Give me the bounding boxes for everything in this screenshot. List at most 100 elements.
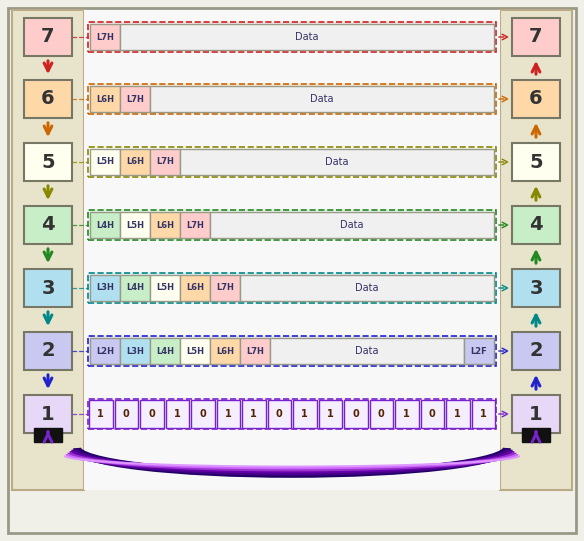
FancyBboxPatch shape (512, 395, 560, 433)
FancyBboxPatch shape (512, 143, 560, 181)
FancyBboxPatch shape (512, 80, 560, 118)
FancyBboxPatch shape (240, 338, 270, 364)
Text: L6H: L6H (96, 95, 114, 103)
Text: 1: 1 (225, 409, 232, 419)
Text: L6H: L6H (216, 346, 234, 355)
FancyBboxPatch shape (24, 395, 72, 433)
Text: 5: 5 (529, 153, 543, 171)
Text: 2: 2 (529, 341, 543, 360)
FancyBboxPatch shape (120, 212, 150, 238)
Text: L7H: L7H (96, 32, 114, 42)
FancyBboxPatch shape (120, 149, 150, 175)
FancyBboxPatch shape (150, 338, 180, 364)
FancyBboxPatch shape (24, 80, 72, 118)
FancyBboxPatch shape (210, 275, 240, 301)
Text: Data: Data (340, 220, 364, 230)
FancyBboxPatch shape (90, 338, 120, 364)
Text: 6: 6 (529, 89, 543, 109)
Text: 1: 1 (251, 409, 257, 419)
FancyBboxPatch shape (512, 18, 560, 56)
Text: L6H: L6H (156, 221, 174, 229)
Text: L6H: L6H (126, 157, 144, 167)
Text: L7H: L7H (216, 283, 234, 293)
FancyBboxPatch shape (88, 210, 496, 240)
Text: L7H: L7H (126, 95, 144, 103)
FancyBboxPatch shape (464, 338, 494, 364)
FancyBboxPatch shape (24, 18, 72, 56)
Text: 6: 6 (41, 89, 55, 109)
Text: L7H: L7H (246, 346, 264, 355)
Text: Data: Data (325, 157, 349, 167)
FancyBboxPatch shape (446, 400, 470, 428)
FancyBboxPatch shape (140, 400, 164, 428)
FancyBboxPatch shape (150, 149, 180, 175)
Text: L4H: L4H (126, 283, 144, 293)
FancyBboxPatch shape (191, 400, 214, 428)
Text: 4: 4 (41, 215, 55, 234)
FancyBboxPatch shape (114, 400, 138, 428)
FancyBboxPatch shape (88, 399, 496, 429)
Text: 3: 3 (529, 279, 543, 298)
FancyBboxPatch shape (120, 86, 150, 112)
FancyBboxPatch shape (240, 275, 494, 301)
Text: 1: 1 (480, 409, 486, 419)
Text: 4: 4 (529, 215, 543, 234)
Text: 0: 0 (352, 409, 359, 419)
FancyBboxPatch shape (24, 269, 72, 307)
FancyBboxPatch shape (84, 10, 500, 490)
FancyBboxPatch shape (120, 338, 150, 364)
FancyBboxPatch shape (88, 147, 496, 177)
FancyBboxPatch shape (89, 400, 113, 428)
Text: Data: Data (355, 346, 379, 356)
Text: L3H: L3H (126, 346, 144, 355)
FancyBboxPatch shape (180, 275, 210, 301)
Text: 0: 0 (123, 409, 130, 419)
Text: 2: 2 (41, 341, 55, 360)
Text: 0: 0 (199, 409, 206, 419)
Text: 1: 1 (301, 409, 308, 419)
FancyBboxPatch shape (318, 400, 342, 428)
Text: L3H: L3H (96, 283, 114, 293)
FancyBboxPatch shape (471, 400, 495, 428)
FancyBboxPatch shape (210, 338, 240, 364)
Text: L5H: L5H (186, 346, 204, 355)
Text: 0: 0 (378, 409, 385, 419)
Text: 1: 1 (327, 409, 333, 419)
FancyBboxPatch shape (512, 332, 560, 370)
FancyBboxPatch shape (180, 212, 210, 238)
Text: 1: 1 (454, 409, 461, 419)
FancyBboxPatch shape (90, 275, 120, 301)
FancyBboxPatch shape (120, 24, 494, 50)
FancyBboxPatch shape (180, 338, 210, 364)
FancyBboxPatch shape (88, 22, 496, 52)
FancyBboxPatch shape (120, 275, 150, 301)
Text: 0: 0 (148, 409, 155, 419)
FancyBboxPatch shape (512, 269, 560, 307)
FancyBboxPatch shape (12, 10, 84, 490)
Text: 0: 0 (276, 409, 283, 419)
FancyBboxPatch shape (180, 149, 494, 175)
Text: L7H: L7H (156, 157, 174, 167)
Text: Data: Data (296, 32, 319, 42)
Text: L6H: L6H (186, 283, 204, 293)
FancyBboxPatch shape (165, 400, 189, 428)
FancyBboxPatch shape (242, 400, 266, 428)
FancyBboxPatch shape (88, 84, 496, 114)
FancyBboxPatch shape (522, 428, 550, 442)
Text: 0: 0 (429, 409, 436, 419)
FancyBboxPatch shape (150, 212, 180, 238)
Text: 1: 1 (41, 405, 55, 424)
FancyBboxPatch shape (34, 428, 62, 442)
Text: 1: 1 (529, 405, 543, 424)
FancyBboxPatch shape (24, 332, 72, 370)
FancyBboxPatch shape (512, 206, 560, 244)
Text: L5H: L5H (126, 221, 144, 229)
FancyBboxPatch shape (267, 400, 291, 428)
FancyBboxPatch shape (90, 86, 120, 112)
Text: Data: Data (355, 283, 379, 293)
FancyBboxPatch shape (90, 24, 120, 50)
FancyBboxPatch shape (217, 400, 240, 428)
FancyBboxPatch shape (88, 273, 496, 303)
Text: L2H: L2H (96, 346, 114, 355)
Text: 1: 1 (404, 409, 410, 419)
